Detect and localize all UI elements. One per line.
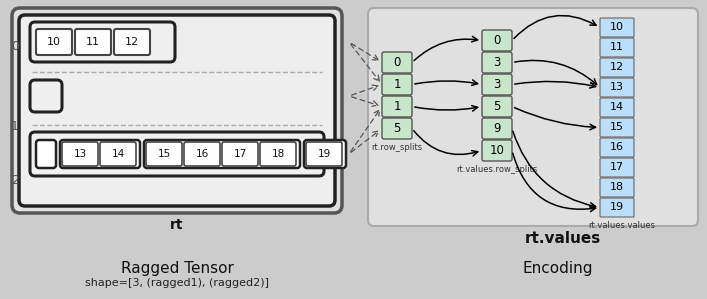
FancyBboxPatch shape [600, 118, 634, 137]
FancyBboxPatch shape [482, 52, 512, 73]
FancyBboxPatch shape [30, 80, 62, 112]
Text: 5: 5 [393, 122, 401, 135]
Text: 12: 12 [125, 37, 139, 47]
FancyBboxPatch shape [600, 38, 634, 57]
FancyBboxPatch shape [114, 29, 150, 55]
FancyBboxPatch shape [600, 138, 634, 157]
Text: 5: 5 [493, 100, 501, 113]
Text: 14: 14 [610, 103, 624, 112]
Text: Encoding: Encoding [522, 260, 593, 275]
Text: 9: 9 [493, 122, 501, 135]
Text: 11: 11 [610, 42, 624, 53]
Text: 12: 12 [610, 62, 624, 72]
FancyBboxPatch shape [62, 142, 98, 166]
FancyBboxPatch shape [482, 30, 512, 51]
Text: 10: 10 [47, 37, 61, 47]
FancyBboxPatch shape [19, 15, 335, 206]
FancyBboxPatch shape [482, 96, 512, 117]
FancyBboxPatch shape [12, 8, 342, 213]
Text: rt.values: rt.values [525, 231, 601, 246]
FancyBboxPatch shape [144, 140, 300, 168]
FancyBboxPatch shape [306, 142, 342, 166]
FancyBboxPatch shape [368, 8, 698, 226]
Text: rt.values.row_splits: rt.values.row_splits [457, 165, 537, 174]
Text: 1: 1 [393, 100, 401, 113]
FancyBboxPatch shape [382, 52, 412, 73]
FancyBboxPatch shape [600, 158, 634, 177]
Text: 16: 16 [195, 149, 209, 159]
Text: 19: 19 [317, 149, 331, 159]
Text: 13: 13 [610, 83, 624, 92]
FancyBboxPatch shape [75, 29, 111, 55]
FancyBboxPatch shape [600, 78, 634, 97]
FancyBboxPatch shape [482, 140, 512, 161]
Text: 3: 3 [493, 78, 501, 91]
Text: 18: 18 [610, 182, 624, 193]
Text: 17: 17 [233, 149, 247, 159]
Text: 0: 0 [493, 34, 501, 47]
FancyBboxPatch shape [382, 74, 412, 95]
FancyBboxPatch shape [600, 178, 634, 197]
FancyBboxPatch shape [482, 74, 512, 95]
FancyBboxPatch shape [100, 142, 136, 166]
FancyBboxPatch shape [146, 142, 182, 166]
FancyBboxPatch shape [184, 142, 220, 166]
FancyBboxPatch shape [222, 142, 258, 166]
Text: rt: rt [170, 218, 184, 232]
Text: Ragged Tensor: Ragged Tensor [121, 260, 233, 275]
FancyBboxPatch shape [60, 140, 140, 168]
Text: 2: 2 [11, 173, 19, 187]
Text: rt.row_splits: rt.row_splits [371, 143, 423, 152]
FancyBboxPatch shape [304, 140, 346, 168]
Text: 15: 15 [158, 149, 170, 159]
Text: 16: 16 [610, 143, 624, 152]
FancyBboxPatch shape [30, 132, 324, 176]
Text: rt.values.values: rt.values.values [588, 221, 655, 230]
Text: 10: 10 [610, 22, 624, 33]
FancyBboxPatch shape [382, 118, 412, 139]
FancyBboxPatch shape [260, 142, 296, 166]
FancyBboxPatch shape [600, 58, 634, 77]
Text: 0: 0 [11, 40, 19, 54]
Text: 11: 11 [86, 37, 100, 47]
Text: 15: 15 [610, 123, 624, 132]
Text: 18: 18 [271, 149, 285, 159]
Text: 13: 13 [74, 149, 87, 159]
Text: 3: 3 [493, 56, 501, 69]
FancyBboxPatch shape [382, 96, 412, 117]
Text: 0: 0 [393, 56, 401, 69]
Text: shape=[3, (ragged1), (ragged2)]: shape=[3, (ragged1), (ragged2)] [85, 278, 269, 288]
FancyBboxPatch shape [30, 22, 175, 62]
FancyBboxPatch shape [482, 118, 512, 139]
FancyBboxPatch shape [36, 29, 72, 55]
FancyBboxPatch shape [600, 198, 634, 217]
FancyBboxPatch shape [36, 140, 56, 168]
Text: 1: 1 [11, 120, 19, 133]
Text: 17: 17 [610, 162, 624, 173]
FancyBboxPatch shape [600, 98, 634, 117]
Text: 19: 19 [610, 202, 624, 213]
Text: 14: 14 [112, 149, 124, 159]
Text: 1: 1 [393, 78, 401, 91]
Text: 10: 10 [489, 144, 504, 157]
FancyBboxPatch shape [600, 18, 634, 37]
